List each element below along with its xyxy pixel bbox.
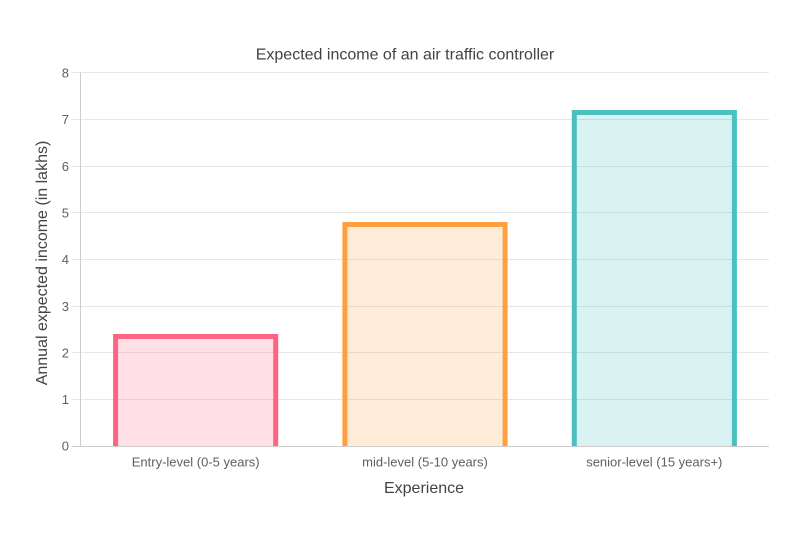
- svg-text:Annual expected income (in lak: Annual expected income (in lakhs): [34, 141, 51, 386]
- svg-text:7: 7: [62, 112, 69, 127]
- svg-text:Experience: Experience: [384, 480, 464, 497]
- svg-text:senior-level (15 years+): senior-level (15 years+): [586, 454, 722, 469]
- svg-text:Expected income of an air traf: Expected income of an air traffic contro…: [256, 47, 555, 64]
- svg-text:8: 8: [62, 65, 69, 80]
- svg-text:6: 6: [62, 159, 69, 174]
- svg-text:mid-level (5-10 years): mid-level (5-10 years): [362, 454, 488, 469]
- svg-text:2: 2: [62, 345, 69, 360]
- svg-text:4: 4: [62, 252, 69, 267]
- svg-text:1: 1: [62, 392, 69, 407]
- svg-text:3: 3: [62, 299, 69, 314]
- svg-text:Entry-level (0-5 years): Entry-level (0-5 years): [132, 454, 260, 469]
- svg-text:0: 0: [62, 439, 69, 454]
- svg-text:5: 5: [62, 205, 69, 220]
